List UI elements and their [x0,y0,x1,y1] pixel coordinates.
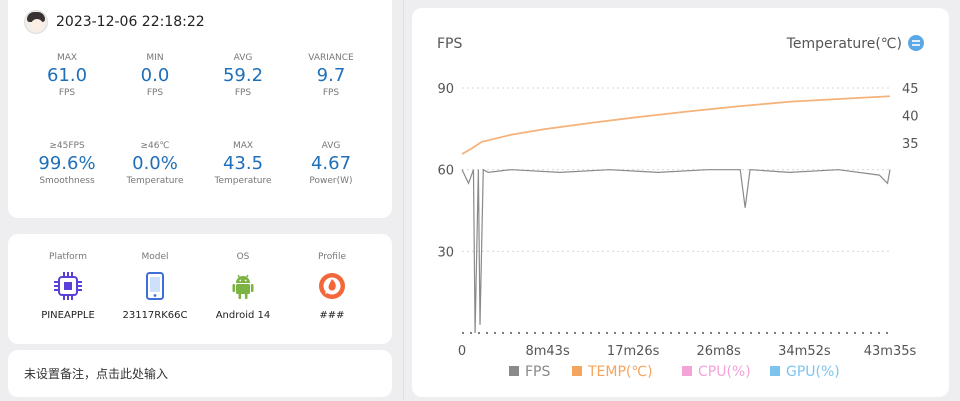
legend-label: CPU(%) [698,364,751,380]
y-left-tick-label: 90 [437,82,454,97]
stat-unit: FPS [146,88,164,98]
stat-unit: FPS [234,88,252,98]
device-label: Profile [318,252,346,262]
column-divider [403,0,404,401]
legend-swatch [509,366,519,376]
stat-value: 0.0% [132,153,178,174]
device-label: Platform [49,252,87,262]
phone-icon [140,271,170,301]
session-timestamp: 2023-12-06 22:18:22 [56,14,205,30]
legend-item[interactable]: TEMP(℃) [572,364,653,380]
y-right-tick-label: 40 [902,110,919,125]
stat-unit: FPS [322,88,340,98]
legend-label: TEMP(℃) [587,364,653,380]
note-card[interactable]: 未设置备注，点击此处输入 [8,350,392,397]
device-value: Android 14 [215,310,271,321]
stat-label: MAX [232,141,254,151]
stat-value: 4.67 [310,153,352,174]
legend-swatch [770,366,780,376]
chart-left-title: FPS [437,36,462,52]
stat-label: AVG [321,141,341,151]
legend-label: GPU(%) [786,364,840,380]
device-value: 23117RK66C [122,310,188,321]
device-profile: Profile ### [292,252,372,321]
stat-label: ≥46℃ [140,141,170,151]
series-line-temp [461,95,891,155]
stat-min-fps: MIN 0.0 FPS [119,53,191,99]
stat-unit: FPS [58,88,76,98]
stat-label: MAX [56,53,78,63]
stat-value: 61.0 [46,65,88,86]
y-left-tick-label: 30 [437,245,454,260]
x-tick-label: 43m35s [864,344,917,359]
series-line-fps [461,168,891,334]
x-tick-label: 17m26s [607,344,660,359]
stat-value: 99.6% [38,153,96,174]
x-tick-label: 0 [458,344,466,359]
stat-label: MIN [146,53,164,63]
stat-value: 59.2 [222,65,264,86]
x-tick-label: 26m8s [697,344,741,359]
chip-icon [53,271,83,301]
legend-label: FPS [525,364,550,380]
y-right-tick-label: 35 [902,137,919,152]
stats-card: 2023-12-06 22:18:22 MAX 61.0 FPS MIN 0.0… [8,0,392,218]
legend-item[interactable]: GPU(%) [770,364,840,380]
device-info-card: Platform PINEAPPLE Model 2 [8,234,392,344]
y-right-tick-label: 45 [902,82,919,97]
device-label: OS [236,252,250,262]
stat-unit: Smoothness [39,176,95,186]
stat-smoothness: ≥45FPS 99.6% Smoothness [31,141,103,187]
legend-swatch [682,366,692,376]
device-value: ### [319,310,345,321]
y-left-tick-label: 60 [437,164,454,179]
stat-value: 43.5 [222,153,264,174]
chart-right-title: Temperature(℃) [786,36,902,52]
stat-unit: Temperature [214,176,272,186]
stat-label: ≥45FPS [49,141,85,151]
stat-label: AVG [233,53,253,63]
legend-swatch [572,366,582,376]
stat-unit: Temperature [126,176,184,186]
stat-avg-fps: AVG 59.2 FPS [207,53,279,99]
stat-max-fps: MAX 61.0 FPS [31,53,103,99]
stat-variance-fps: VARIANCE 9.7 FPS [295,53,367,99]
stat-value: 0.0 [140,65,170,86]
stat-value: 9.7 [316,65,346,86]
performance-chart: FPS Temperature(℃) 30 60 90 35 40 45 0 8m43s 17m… [437,35,924,380]
device-model: Model 23117RK66C [115,252,195,321]
x-tick-label: 8m43s [525,344,569,359]
x-tick-label: 34m52s [778,344,831,359]
device-label: Model [141,252,169,262]
device-os: OS Android 14 [203,252,283,321]
performance-chart-card: FPS Temperature(℃) 30 60 90 35 40 45 0 8m43s 17m… [412,8,949,397]
device-value: PINEAPPLE [41,310,95,321]
swap-icon[interactable] [908,35,924,51]
stat-avg-power: AVG 4.67 Power(W) [295,141,367,187]
stat-label: VARIANCE [308,53,354,63]
device-platform: Platform PINEAPPLE [28,252,108,321]
stat-max-temperature: MAX 43.5 Temperature [207,141,279,187]
profile-icon [317,271,347,301]
avatar[interactable] [24,10,48,34]
session-header: 2023-12-06 22:18:22 [24,10,205,34]
android-icon [228,271,258,301]
note-input-placeholder[interactable]: 未设置备注，点击此处输入 [24,367,169,381]
stat-high-temperature: ≥46℃ 0.0% Temperature [119,141,191,187]
stat-unit: Power(W) [309,176,353,186]
legend-item[interactable]: FPS [509,364,550,380]
legend-item[interactable]: CPU(%) [682,364,751,380]
